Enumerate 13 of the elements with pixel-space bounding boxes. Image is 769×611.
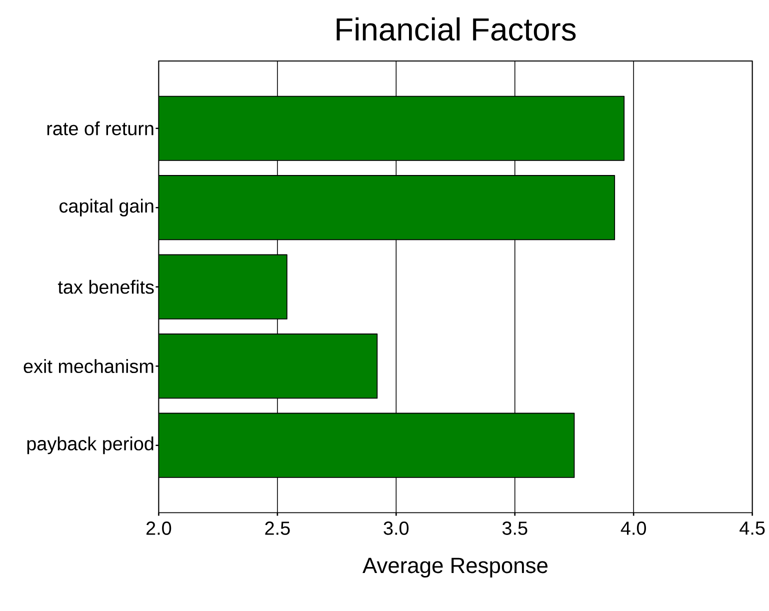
x-tick-label: 4.0 [620, 522, 646, 535]
x-tick-label: 2.0 [146, 522, 172, 535]
y-tick-label: capital gain [60, 198, 154, 216]
y-tick-label: tax benefits [58, 280, 154, 294]
y-tick-label: rate of return [47, 121, 154, 136]
x-tick-label: 3.0 [384, 522, 409, 535]
x-tick-label: 2.5 [265, 522, 290, 535]
chart-title: Financial Factors [336, 17, 576, 41]
y-tick-label: exit mechanism [24, 359, 154, 374]
y-tick-label: payback period [27, 436, 154, 454]
x-tick-label: 4.5 [740, 522, 765, 535]
x-axis-title: Average Response [362, 558, 548, 578]
x-tick-label: 3.5 [502, 522, 528, 535]
